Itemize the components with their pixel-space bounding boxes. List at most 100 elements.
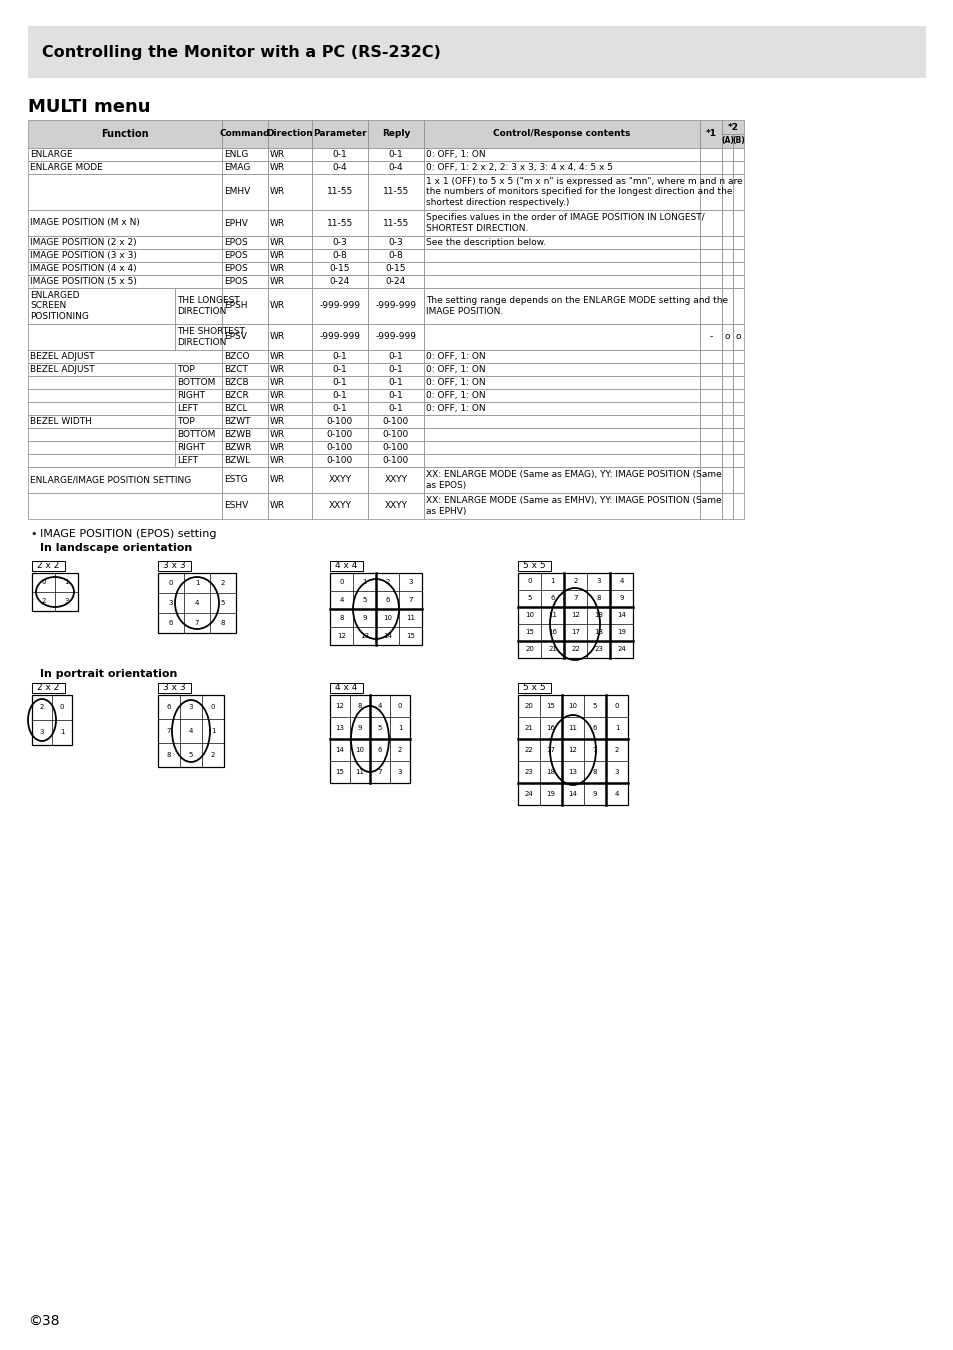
- Text: 0: OFF, 1: ON: 0: OFF, 1: ON: [426, 150, 485, 159]
- Text: ©38: ©38: [28, 1314, 59, 1328]
- Bar: [28, 377, 174, 389]
- Text: 0-1: 0-1: [388, 392, 403, 400]
- Text: 0-3: 0-3: [333, 238, 347, 247]
- Bar: [721, 120, 743, 134]
- Text: 5: 5: [189, 752, 193, 757]
- Text: IMAGE POSITION (M x N): IMAGE POSITION (M x N): [30, 219, 140, 228]
- Text: *2: *2: [727, 123, 738, 131]
- Bar: [732, 454, 743, 467]
- Bar: [268, 414, 312, 428]
- Text: 0-24: 0-24: [330, 277, 350, 286]
- Text: 13: 13: [594, 613, 602, 618]
- Text: 10: 10: [355, 747, 364, 753]
- Bar: [368, 248, 423, 262]
- Bar: [28, 324, 174, 350]
- Bar: [312, 428, 368, 441]
- Text: 0-24: 0-24: [385, 277, 406, 286]
- Bar: [268, 262, 312, 275]
- Bar: [28, 120, 222, 148]
- Text: 13: 13: [568, 769, 577, 775]
- Text: See the description below.: See the description below.: [426, 238, 545, 247]
- Bar: [700, 248, 721, 262]
- Text: 0-1: 0-1: [388, 364, 403, 374]
- Bar: [174, 402, 222, 414]
- Text: 23: 23: [524, 769, 533, 775]
- Bar: [28, 211, 222, 236]
- Text: 0: OFF, 1: ON: 0: OFF, 1: ON: [426, 392, 485, 400]
- Bar: [721, 363, 732, 377]
- Bar: [423, 454, 700, 467]
- Bar: [312, 288, 368, 324]
- Text: WR: WR: [270, 150, 285, 159]
- Text: 0-100: 0-100: [327, 443, 353, 452]
- Bar: [28, 389, 174, 402]
- Text: 0-15: 0-15: [385, 265, 406, 273]
- Bar: [721, 174, 732, 211]
- Bar: [517, 683, 551, 693]
- Bar: [268, 324, 312, 350]
- Text: 4 x 4: 4 x 4: [335, 562, 357, 571]
- Bar: [423, 148, 700, 161]
- Bar: [312, 493, 368, 518]
- Bar: [721, 275, 732, 288]
- Text: 7: 7: [377, 769, 382, 775]
- Bar: [700, 389, 721, 402]
- Text: WR: WR: [270, 301, 285, 310]
- Text: IMAGE POSITION (5 x 5): IMAGE POSITION (5 x 5): [30, 277, 136, 286]
- Text: 4: 4: [339, 597, 343, 603]
- Text: 10: 10: [382, 616, 392, 621]
- Bar: [732, 350, 743, 363]
- Bar: [721, 324, 732, 350]
- Bar: [268, 148, 312, 161]
- Bar: [368, 377, 423, 389]
- Bar: [700, 467, 721, 493]
- Bar: [268, 402, 312, 414]
- Text: 5: 5: [527, 595, 531, 602]
- Text: 0-100: 0-100: [327, 431, 353, 439]
- Bar: [222, 467, 268, 493]
- Text: 20: 20: [524, 703, 533, 709]
- Bar: [222, 324, 268, 350]
- Text: 0: OFF, 1: ON: 0: OFF, 1: ON: [426, 352, 485, 360]
- Text: Direction: Direction: [266, 130, 313, 139]
- Text: 11-55: 11-55: [327, 188, 353, 197]
- Text: 8: 8: [357, 703, 362, 709]
- Bar: [368, 148, 423, 161]
- Bar: [700, 211, 721, 236]
- Text: LEFT: LEFT: [177, 404, 198, 413]
- Bar: [32, 695, 71, 745]
- Text: 5: 5: [362, 597, 366, 603]
- Bar: [222, 402, 268, 414]
- Text: 0: 0: [527, 579, 531, 585]
- Text: 24: 24: [524, 791, 533, 796]
- Text: 8: 8: [167, 752, 172, 757]
- Text: 2 x 2: 2 x 2: [37, 683, 60, 693]
- Bar: [368, 389, 423, 402]
- Bar: [700, 363, 721, 377]
- Bar: [28, 161, 222, 174]
- Bar: [222, 148, 268, 161]
- Text: WR: WR: [270, 163, 285, 171]
- Text: WR: WR: [270, 501, 285, 510]
- Bar: [368, 402, 423, 414]
- Text: 12: 12: [336, 633, 346, 639]
- Text: ENLARGE MODE: ENLARGE MODE: [30, 163, 103, 171]
- Text: 15: 15: [546, 703, 555, 709]
- Text: 11: 11: [406, 616, 415, 621]
- Bar: [28, 454, 174, 467]
- Text: RIGHT: RIGHT: [177, 392, 205, 400]
- Bar: [268, 363, 312, 377]
- Bar: [268, 211, 312, 236]
- Text: 11: 11: [547, 613, 557, 618]
- Bar: [268, 389, 312, 402]
- Bar: [312, 211, 368, 236]
- Bar: [174, 414, 222, 428]
- Text: 9: 9: [357, 725, 362, 730]
- Bar: [732, 402, 743, 414]
- Bar: [368, 428, 423, 441]
- Bar: [732, 389, 743, 402]
- Text: 10: 10: [524, 613, 534, 618]
- Text: 19: 19: [546, 791, 555, 796]
- Bar: [368, 211, 423, 236]
- Text: 3: 3: [408, 579, 413, 585]
